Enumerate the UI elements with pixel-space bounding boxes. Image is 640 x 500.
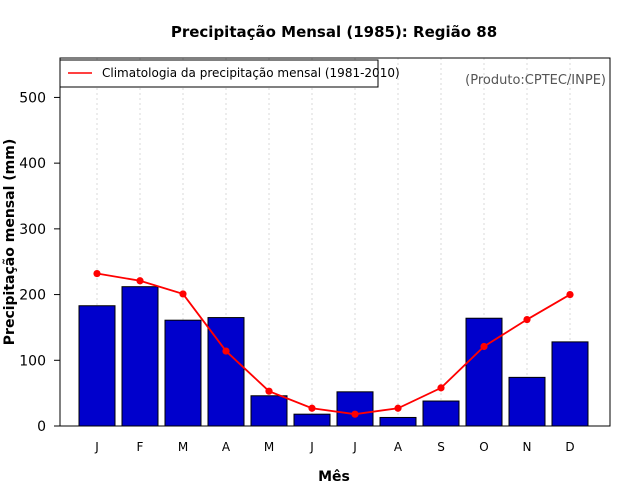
x-tick-label: N xyxy=(523,440,532,454)
y-tick-label: 300 xyxy=(19,222,46,238)
legend-box xyxy=(59,59,379,88)
y-tick-label: 200 xyxy=(19,288,46,304)
x-tick-label: A xyxy=(222,440,231,454)
climatology-point-10 xyxy=(480,342,488,351)
x-tick-label: D xyxy=(565,440,574,454)
x-tick-label: J xyxy=(352,440,357,454)
climatology-point-6 xyxy=(308,404,316,412)
bar-8 xyxy=(379,416,417,427)
bar-7 xyxy=(336,391,374,427)
x-tick-label: O xyxy=(479,440,488,454)
y-tick-label: 0 xyxy=(37,419,46,435)
legend: Climatologia da precipitação mensal (198… xyxy=(59,59,400,88)
y-tick-label: 100 xyxy=(19,353,46,369)
x-tick-label: A xyxy=(394,440,403,454)
climatology-point-3 xyxy=(179,290,187,298)
x-tick-label: F xyxy=(137,440,144,454)
bar-2 xyxy=(121,286,159,427)
bar-5 xyxy=(250,395,288,427)
y-tick-label: 500 xyxy=(19,90,46,106)
climatology-point-11 xyxy=(523,315,531,324)
climatology-point-12 xyxy=(566,290,574,299)
y-tick-label: 400 xyxy=(19,156,46,172)
plot-frame xyxy=(59,57,611,427)
bar-9 xyxy=(422,400,460,427)
climatology-point-2 xyxy=(136,277,144,285)
climatology-point-4 xyxy=(222,347,230,355)
climatology-point-7 xyxy=(351,410,359,418)
x-axis-title: Mês xyxy=(318,469,350,485)
climatology-point-9 xyxy=(437,384,445,392)
bar-1 xyxy=(78,305,116,427)
climatology-line xyxy=(96,272,571,416)
bar-3 xyxy=(164,319,202,427)
x-tick-label: J xyxy=(94,440,99,454)
x-tick-label: J xyxy=(309,440,314,454)
x-tick-label: M xyxy=(178,440,188,454)
climatology-line-layer xyxy=(93,269,574,418)
bar-10 xyxy=(465,317,503,427)
y-axis: 0 100 200 300 400 500 xyxy=(19,90,60,435)
legend-label: Climatologia da precipitação mensal (198… xyxy=(102,66,400,80)
climatology-point-1 xyxy=(93,269,101,278)
product-annotation: (Produto:CPTEC/INPE) xyxy=(465,73,606,88)
climatology-point-5 xyxy=(265,387,273,395)
bar-12 xyxy=(551,341,589,427)
bar-4 xyxy=(207,317,245,427)
x-tick-label: M xyxy=(264,440,274,454)
x-tick-label: S xyxy=(437,440,445,454)
bars xyxy=(78,286,589,427)
bar-6 xyxy=(293,413,331,427)
y-axis-title: Precipitação mensal (mm) xyxy=(2,139,18,345)
climatology-point-8 xyxy=(394,404,402,412)
bar-11 xyxy=(508,376,546,427)
chart-title: Precipitação Mensal (1985): Região 88 xyxy=(171,23,497,41)
